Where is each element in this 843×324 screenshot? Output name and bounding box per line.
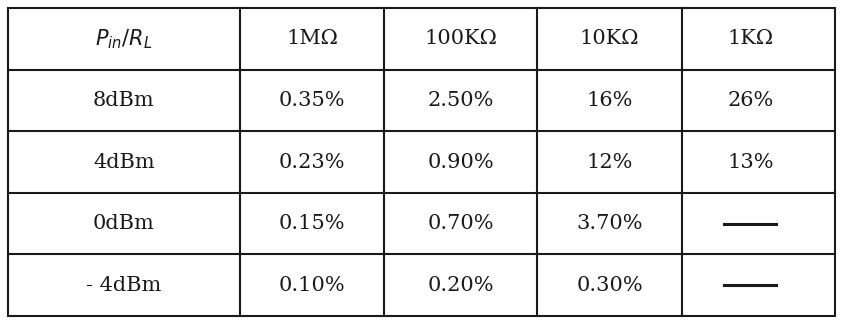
Text: 0.20%: 0.20% <box>427 276 494 295</box>
Text: 0.15%: 0.15% <box>279 214 345 233</box>
Text: 16%: 16% <box>587 91 633 110</box>
Text: 0.70%: 0.70% <box>427 214 494 233</box>
Text: 12%: 12% <box>587 153 633 171</box>
Text: 0.30%: 0.30% <box>577 276 643 295</box>
Text: 100KΩ: 100KΩ <box>424 29 497 48</box>
Text: 26%: 26% <box>728 91 773 110</box>
Text: 3.70%: 3.70% <box>577 214 643 233</box>
Text: $P_{in}/R_L$: $P_{in}/R_L$ <box>95 27 153 51</box>
Text: 10KΩ: 10KΩ <box>580 29 639 48</box>
Text: 1KΩ: 1KΩ <box>728 29 773 48</box>
Text: 8dBm: 8dBm <box>93 91 154 110</box>
Text: 0.10%: 0.10% <box>278 276 346 295</box>
Text: 0dBm: 0dBm <box>93 214 155 233</box>
Text: 13%: 13% <box>727 153 774 171</box>
Text: - 4dBm: - 4dBm <box>86 276 162 295</box>
Text: 1MΩ: 1MΩ <box>286 29 338 48</box>
Text: 0.23%: 0.23% <box>279 153 345 171</box>
Text: 2.50%: 2.50% <box>427 91 494 110</box>
Text: 0.90%: 0.90% <box>427 153 494 171</box>
Text: 4dBm: 4dBm <box>93 153 154 171</box>
Text: 0.35%: 0.35% <box>279 91 345 110</box>
